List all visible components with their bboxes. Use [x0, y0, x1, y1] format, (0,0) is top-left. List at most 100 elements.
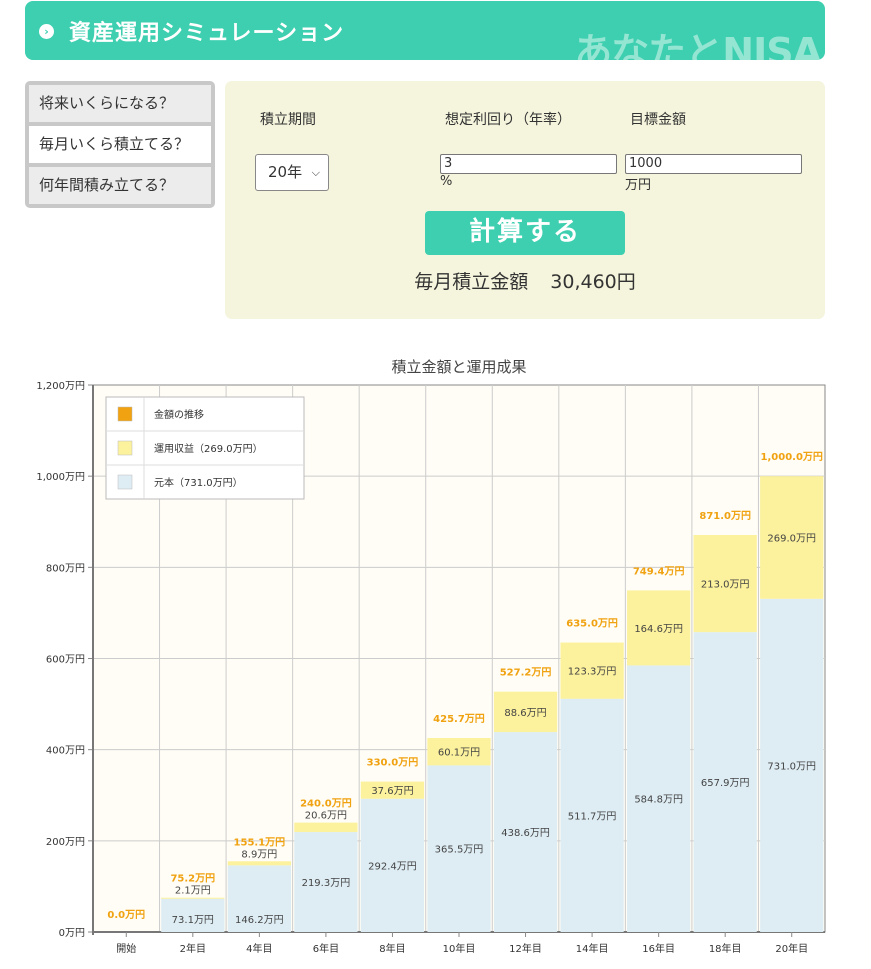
y-tick-label: 1,200万円 [36, 381, 85, 392]
label-principal: 731.0万円 [767, 761, 816, 772]
label-gain: 20.6万円 [305, 811, 347, 822]
x-tick-label: 10年目 [443, 942, 476, 955]
label-gain: 88.6万円 [504, 708, 546, 719]
label-total: 749.4万円 [633, 565, 685, 577]
label-total: 1,000.0万円 [761, 451, 823, 463]
calculate-button[interactable]: 計算する [425, 211, 625, 255]
bar-gain [360, 781, 425, 799]
y-tick-label: 400万円 [46, 746, 85, 757]
label-principal: 438.6万円 [501, 828, 550, 839]
bar-gain [760, 476, 824, 599]
brand-logo: あなたとNISA [574, 30, 822, 60]
label-principal: 511.7万円 [568, 811, 617, 822]
result-label: 毎月積立金額 [414, 271, 529, 293]
label-gain: 8.9万円 [241, 849, 277, 860]
label-principal: 292.4万円 [368, 861, 417, 872]
bar-principal [493, 732, 558, 932]
label-total: 0.0万円 [107, 909, 145, 921]
y-tick-label: 200万円 [46, 837, 85, 848]
x-tick-label: 6年目 [313, 942, 339, 955]
label-total: 240.0万円 [300, 798, 352, 810]
legend-principal-label: 元本（731.0万円） [154, 476, 243, 489]
y-tick-label: 800万円 [46, 563, 85, 574]
y-tick-label: 600万円 [46, 655, 85, 666]
rate-label: 想定利回り（年率） [445, 112, 571, 128]
label-principal: 365.5万円 [435, 845, 484, 856]
app-header: › 資産運用シミュレーション あなたとNISA [25, 1, 825, 60]
label-principal: 219.3万円 [302, 878, 351, 889]
bar-gain [693, 535, 757, 633]
bar-principal [227, 865, 291, 932]
legend-box [105, 396, 305, 500]
x-tick-label: 18年目 [709, 942, 742, 955]
bar-gain [227, 861, 291, 866]
bar-principal [360, 798, 425, 932]
label-principal: 584.8万円 [634, 795, 683, 806]
x-tick-label: 4年目 [246, 942, 272, 955]
label-total: 425.7万円 [433, 713, 485, 725]
rate-input[interactable]: 3 [440, 154, 617, 174]
label-gain: 2.1万円 [175, 886, 211, 897]
target-input[interactable]: 1000 [625, 154, 802, 174]
legend-total-label: 金額の推移 [154, 408, 204, 421]
period-select[interactable]: 20年 ⌵ [255, 154, 329, 191]
chevron-down-icon: ⌵ [311, 166, 320, 179]
x-tick-label: 20年目 [775, 942, 808, 955]
bar-gain [493, 691, 558, 733]
bar-principal [693, 632, 757, 932]
page-title: 資産運用シミュレーション [69, 21, 345, 46]
label-total: 330.0万円 [367, 757, 419, 769]
bar-gain [627, 590, 691, 666]
x-tick-label: 12年目 [509, 942, 542, 955]
legend-gain-swatch [117, 440, 133, 456]
label-principal: 657.9万円 [701, 778, 750, 789]
label-total: 155.1万円 [234, 836, 286, 848]
bar-gain [427, 737, 491, 766]
target-label: 目標金額 [630, 112, 686, 128]
bar-gain [161, 897, 225, 899]
mode-years[interactable]: 何年間積み立てる？ [29, 167, 211, 204]
period-label: 積立期間 [260, 112, 316, 128]
input-panel: 積立期間 想定利回り（年率） 目標金額 20年 ⌵ 3 % 1000 万円 計算… [225, 81, 825, 319]
chevron-right-icon: › [39, 24, 54, 39]
rate-unit: % [440, 174, 453, 189]
x-tick-label: 8年目 [379, 942, 405, 955]
legend-total-swatch [117, 406, 133, 422]
y-tick-label: 0万円 [59, 928, 85, 939]
bar-principal [294, 832, 358, 932]
result-value: 30,460円 [550, 271, 636, 293]
bar-principal [627, 665, 691, 932]
mode-future-value[interactable]: 将来いくらになる？ [29, 85, 211, 122]
label-gain: 213.0万円 [701, 580, 750, 591]
bar-principal [161, 898, 225, 932]
target-unit: 万円 [625, 178, 652, 193]
label-total: 75.2万円 [170, 873, 215, 885]
label-gain: 123.3万円 [568, 667, 617, 678]
period-select-value: 20年 [268, 163, 303, 181]
mode-monthly-amount[interactable]: 毎月いくら積立てる？ [29, 126, 211, 163]
legend-principal-swatch [117, 474, 133, 490]
x-tick-label: 16年目 [642, 942, 675, 955]
bar-gain [560, 642, 624, 699]
label-gain: 60.1万円 [438, 748, 480, 759]
x-tick-label: 2年目 [180, 942, 206, 955]
y-tick-label: 1,000万円 [36, 472, 85, 483]
bar-gain [294, 822, 358, 833]
label-principal: 73.1万円 [172, 915, 214, 926]
label-principal: 146.2万円 [235, 915, 284, 926]
label-gain: 37.6万円 [371, 786, 413, 797]
chart-title: 積立金額と運用成果 [391, 358, 526, 376]
x-tick-label: 14年目 [576, 942, 609, 955]
label-total: 871.0万円 [699, 510, 751, 522]
label-gain: 269.0万円 [767, 533, 816, 544]
chart: 積立金額と運用成果 0万円 200万円 400万円 600万円 800万円 1,000万円 1… [36, 358, 826, 955]
bar-principal [760, 598, 824, 932]
label-gain: 164.6万円 [634, 624, 683, 635]
label-total: 635.0万円 [566, 618, 618, 630]
bar-principal [560, 698, 624, 932]
bar-principal [427, 765, 491, 932]
label-total: 527.2万円 [500, 667, 552, 679]
x-tick-label: 開始 [116, 942, 136, 955]
mode-menu: 将来いくらになる？ 毎月いくら積立てる？ 何年間積み立てる？ [25, 81, 215, 208]
result: 毎月積立金額 30,460円 [225, 267, 825, 294]
